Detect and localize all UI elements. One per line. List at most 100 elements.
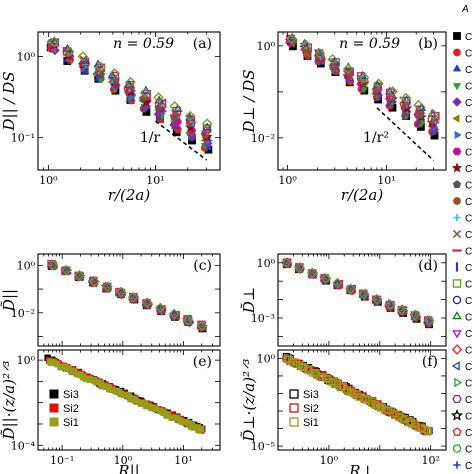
- side-legend-marker: [452, 311, 462, 320]
- series-11: [49, 261, 207, 332]
- data-point: [307, 267, 317, 276]
- series-15: [47, 259, 208, 329]
- series-8: [49, 262, 206, 331]
- series-4: [282, 260, 434, 328]
- side-legend-label: C: [465, 49, 472, 60]
- side-legend-label: C: [465, 379, 472, 390]
- side-legend-marker: [452, 295, 462, 305]
- plot-area: [282, 352, 433, 436]
- y-tick-label: 10⁻⁴: [11, 439, 36, 452]
- data-point: [74, 270, 85, 281]
- side-legend-marker: [450, 409, 464, 421]
- data-point: [330, 56, 340, 65]
- plot-frame: [37, 349, 221, 451]
- series-15: [282, 257, 433, 324]
- data-point: [359, 394, 367, 403]
- slope-guide-line: [376, 107, 435, 162]
- data-point: [128, 291, 138, 301]
- series-16: [47, 259, 208, 332]
- x-tick-label: 10⁰: [320, 454, 339, 467]
- y-axis-label: D̃||·(z/a)²ᐟ³: [0, 361, 18, 441]
- legend-label: Si1: [303, 417, 319, 429]
- y-tick-label: 10⁰: [257, 40, 276, 53]
- data-point: [116, 287, 127, 296]
- data-point: [153, 92, 164, 103]
- plot-frame: [277, 31, 447, 171]
- side-legend-label: C: [465, 115, 472, 126]
- plot-area: [46, 36, 213, 161]
- data-point: [102, 281, 113, 292]
- data-point: [142, 297, 153, 308]
- data-point: [358, 288, 369, 300]
- y-axis-label: D⊥ / DS: [240, 69, 258, 133]
- data-point: [396, 304, 407, 316]
- side-legend-marker: [452, 97, 462, 107]
- data-point: [424, 428, 432, 436]
- data-point: [385, 299, 396, 310]
- y-tick-label: 10⁰: [17, 259, 36, 272]
- data-point: [155, 302, 166, 314]
- data-point: [48, 36, 60, 48]
- data-point: [47, 259, 57, 268]
- side-legend-marker: [454, 377, 463, 388]
- side-legend-label: C: [465, 197, 472, 208]
- data-point: [387, 86, 398, 97]
- series-11: [283, 258, 433, 326]
- side-legend-header: A: [461, 4, 469, 15]
- panel-label: (a): [193, 36, 212, 52]
- side-legend-label: C: [465, 82, 472, 93]
- series-6: [47, 260, 205, 332]
- legend-marker: [49, 417, 59, 427]
- data-point: [306, 267, 318, 279]
- data-point: [332, 277, 343, 289]
- x-tick-label: 10¹: [146, 174, 164, 187]
- series-16: [286, 33, 439, 120]
- data-point: [428, 109, 439, 120]
- legend-marker: [49, 389, 59, 399]
- exponent-note: n = 0.59: [339, 36, 400, 52]
- legend-label: Si2: [303, 403, 319, 415]
- series-12: [49, 261, 207, 330]
- y-axis-label: D̃⊥: [240, 287, 258, 314]
- side-legend-marker: [452, 444, 462, 453]
- series-1: [47, 262, 207, 333]
- data-point: [358, 72, 370, 83]
- side-legend-marker: [451, 162, 463, 173]
- data-point: [357, 70, 368, 80]
- y-tick-label: 10⁻²: [251, 132, 275, 145]
- x-axis-label: R⊥: [348, 462, 374, 474]
- side-legend-marker: [453, 461, 461, 469]
- data-point: [300, 39, 312, 50]
- data-point: [102, 281, 113, 290]
- data-point: [400, 92, 412, 104]
- side-legend-label: C: [465, 230, 472, 241]
- data-point: [74, 269, 85, 278]
- x-tick-label: 10⁰: [39, 174, 58, 187]
- data-point: [332, 277, 343, 286]
- data-point: [173, 103, 183, 112]
- legend-label: Si2: [63, 403, 79, 415]
- panel-label: (b): [418, 36, 438, 52]
- data-point: [413, 99, 424, 111]
- data-point: [140, 87, 151, 98]
- side-legend-label: C: [465, 131, 472, 142]
- side-legend-label: C: [465, 445, 472, 456]
- data-point: [364, 396, 372, 404]
- data-point: [49, 36, 60, 45]
- series-10: [48, 261, 207, 330]
- data-point: [423, 315, 435, 326]
- data-point: [416, 102, 427, 112]
- side-legend-marker: [452, 279, 462, 288]
- panel-legend: Si3 Si2 Si1: [289, 389, 319, 429]
- side-legend-label: C: [465, 346, 472, 357]
- data-point: [294, 262, 305, 271]
- side-legend-label: C: [465, 247, 472, 258]
- legend-marker: [289, 417, 299, 427]
- data-point: [371, 294, 382, 303]
- side-legend-label: C: [465, 263, 472, 274]
- y-axis-label: D|| / DS: [0, 71, 18, 131]
- x-tick-label: 10⁰: [278, 174, 297, 187]
- data-point: [314, 48, 326, 59]
- data-point: [168, 308, 180, 320]
